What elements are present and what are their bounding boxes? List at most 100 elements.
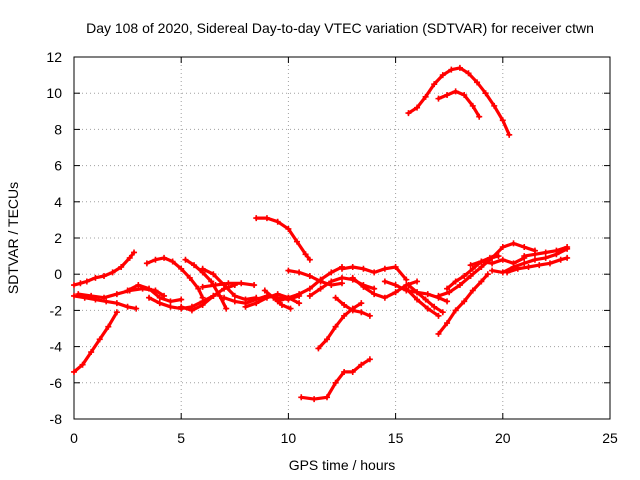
data-point (424, 291, 431, 298)
data-point (298, 394, 305, 401)
data-point (525, 263, 532, 270)
y-tick-label: -2 (50, 302, 63, 318)
data-point (452, 278, 459, 285)
data-point (212, 282, 219, 289)
series-arc-29 (435, 240, 538, 299)
data-point (358, 309, 365, 316)
data-point (306, 292, 313, 299)
data-point (199, 301, 206, 308)
data-point (542, 254, 549, 261)
x-tick-label: 15 (388, 430, 404, 446)
data-point (152, 256, 159, 263)
data-point (431, 303, 438, 310)
data-point (285, 225, 292, 232)
y-axis-label: SDTVAR / TECUs (5, 182, 21, 294)
data-point (285, 294, 292, 301)
data-point (435, 330, 442, 337)
data-point (439, 72, 446, 79)
data-point (371, 285, 378, 292)
data-point (435, 292, 442, 299)
data-point (71, 368, 77, 375)
data-point (317, 278, 324, 285)
series-arc-19 (315, 300, 365, 352)
data-point (124, 287, 131, 294)
series-arc-21 (298, 356, 373, 403)
y-tick-label: 12 (46, 49, 62, 65)
data-point (182, 256, 189, 263)
y-tick-label: 6 (54, 158, 62, 174)
data-point (536, 262, 543, 269)
data-point (489, 267, 496, 274)
data-point (341, 301, 348, 308)
x-tick-label: 25 (602, 430, 618, 446)
data-point (71, 282, 77, 289)
data-point (186, 274, 193, 281)
data-point (208, 278, 215, 285)
data-point (366, 312, 373, 319)
data-point (101, 294, 108, 301)
data-point (392, 282, 399, 289)
data-point (199, 265, 206, 272)
data-point (323, 336, 330, 343)
data-point (293, 238, 300, 245)
data-point (422, 296, 429, 303)
y-tick-label: 2 (54, 230, 62, 246)
data-point (109, 269, 116, 276)
data-point (278, 301, 285, 308)
y-tick-label: -8 (50, 411, 63, 427)
data-point (489, 260, 496, 267)
data-point (96, 336, 103, 343)
data-point (467, 262, 474, 269)
series-arc-9 (182, 256, 230, 312)
data-point (461, 298, 468, 305)
data-point (311, 396, 318, 403)
series-arc-1 (71, 309, 120, 375)
series-line (316, 301, 363, 350)
data-point (521, 244, 528, 251)
series-arc-5 (124, 282, 185, 305)
data-point (210, 292, 217, 299)
data-point (444, 92, 451, 99)
data-point (296, 291, 303, 298)
data-point (178, 296, 185, 303)
series-arc-32 (504, 254, 571, 276)
x-tick-label: 10 (281, 430, 297, 446)
data-point (332, 323, 339, 330)
data-point (514, 265, 521, 272)
grid (74, 57, 610, 419)
data-point (216, 292, 223, 299)
data-point (302, 251, 309, 258)
data-series (71, 64, 571, 403)
data-point (448, 66, 455, 73)
series-arc-2 (71, 249, 138, 289)
data-point (287, 305, 294, 312)
data-point (169, 258, 176, 265)
data-point (521, 253, 528, 260)
data-point (499, 256, 506, 263)
data-point (221, 294, 228, 301)
data-point (270, 294, 277, 301)
y-tick-label: 0 (54, 266, 62, 282)
data-point (521, 260, 528, 267)
data-point (478, 258, 485, 265)
data-point (469, 265, 476, 272)
data-point (339, 274, 345, 281)
data-point (546, 260, 553, 267)
data-point (328, 278, 335, 285)
data-point (341, 312, 348, 319)
data-point (253, 300, 260, 307)
data-point (75, 291, 82, 298)
data-point (531, 256, 538, 263)
data-point (403, 285, 410, 292)
data-point (444, 285, 451, 292)
series-arc-3 (71, 292, 140, 312)
series-line (406, 66, 511, 137)
x-axis-label: GPS time / hours (289, 457, 396, 473)
data-point (456, 64, 463, 71)
data-point (146, 294, 153, 301)
data-point (491, 102, 498, 109)
data-point (381, 265, 388, 272)
series-line (72, 310, 119, 374)
data-point (306, 285, 313, 292)
